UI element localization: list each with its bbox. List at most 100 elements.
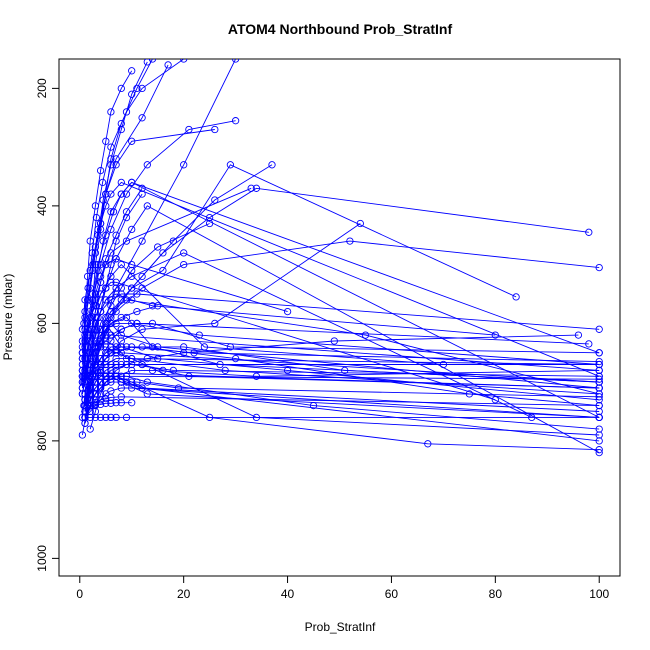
data-point [117,399,125,407]
data-point [283,307,292,316]
data-point [211,196,219,204]
data-point [102,190,110,198]
data-point [102,394,110,403]
data-point [424,440,432,448]
data-point [96,360,105,369]
data-point [180,260,188,269]
data-point [91,407,100,416]
data-point [91,319,100,328]
data-point [138,84,146,93]
chart-title: ATOM4 Northbound Prob_StratInf [228,21,453,37]
data-point [107,399,115,407]
data-point [81,390,89,398]
data-point [346,237,354,245]
data-point [309,401,318,410]
data-point [180,343,188,351]
x-axis: 0 20 40 60 80 100 [76,575,610,601]
data-point [107,393,115,402]
data-point [96,354,105,363]
data-point [128,319,136,328]
data-point [247,184,255,192]
data-point [102,231,110,239]
data-point [117,360,125,369]
data-point [96,290,105,298]
data-point [107,413,115,422]
data-point [154,243,162,251]
data-point [117,349,125,357]
data-point [91,243,100,251]
data-point [138,343,146,351]
data-point [86,360,94,369]
data-point [81,354,89,363]
data-point [154,302,162,310]
data-point [91,302,100,310]
data-point [205,213,214,222]
data-point [595,401,603,410]
data-point [86,401,94,410]
data-point [89,349,97,357]
data-point [128,67,136,75]
data-point [117,325,125,333]
data-point [117,119,125,128]
data-point [107,319,115,328]
data-point [102,413,110,422]
data-point [117,260,125,269]
data-point [91,290,100,298]
data-point [595,407,603,416]
data-point [117,178,125,187]
data-point [574,331,583,339]
data-point [122,108,131,116]
data-point [128,354,136,363]
data-point [89,296,97,304]
data-point [96,166,105,175]
data-point [86,384,94,392]
data-point [122,237,131,245]
data-point [88,325,96,333]
data-point [356,219,364,228]
data-point [595,360,603,369]
data-point [122,343,131,351]
data-point [78,378,87,386]
data-point [91,413,100,422]
data-point [180,59,188,63]
data-point [78,372,87,380]
data-point [595,437,603,445]
data-point [595,263,603,272]
data-point [128,399,136,407]
data-point [112,278,120,286]
data-point [128,137,136,145]
data-point [102,296,110,304]
data-point [138,360,146,369]
data-point [148,302,157,310]
data-point [102,202,110,210]
data-point [91,390,100,398]
data-point [211,125,219,134]
data-point [112,354,120,363]
data-point [83,371,92,379]
data-point [133,307,141,316]
data-point [205,219,214,228]
data-point [595,413,603,422]
data-point [102,354,110,363]
data-point [86,425,94,433]
data-point [102,260,110,269]
data-point [595,349,603,357]
data-point [138,384,146,392]
data-point [128,90,136,98]
data-point [86,337,94,345]
data-point [102,325,110,333]
data-point [86,266,94,275]
data-point [81,378,89,386]
data-point [148,59,157,63]
data-point [81,401,89,410]
y-tick-label: 400 [35,196,49,216]
data-point [86,378,94,386]
data-point [81,296,89,304]
data-point [252,184,261,192]
data-point [117,284,125,292]
data-point [96,278,105,286]
data-point [595,431,603,439]
data-point [107,278,115,286]
data-point [78,360,87,369]
x-tick-label: 80 [489,587,503,601]
